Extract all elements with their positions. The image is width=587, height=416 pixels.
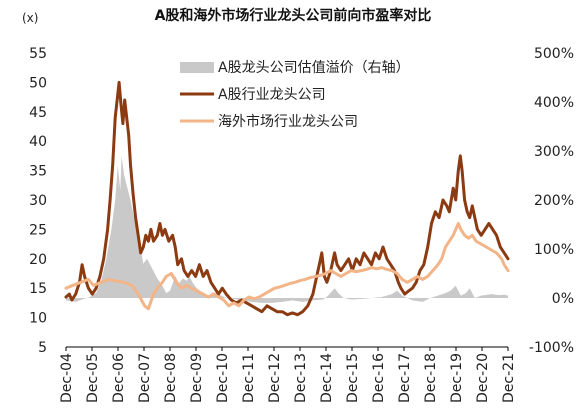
y-left-tick-label: 40 <box>29 134 47 150</box>
legend-label-premium: A股龙头公司估值溢价（右轴） <box>218 60 410 76</box>
y-right-tick-label: -100% <box>529 340 574 356</box>
x-tick-label: Dec-18 <box>423 353 439 403</box>
x-tick-label: Dec-13 <box>293 353 309 403</box>
y-left-tick-label: 25 <box>29 222 47 238</box>
y-right-tick-label: 500% <box>534 46 574 62</box>
x-tick-label: Dec-12 <box>267 353 283 403</box>
y-left-tick-label: 50 <box>29 75 47 91</box>
x-tick-label: Dec-09 <box>189 353 205 403</box>
legend-swatch-premium <box>180 62 214 73</box>
x-tick-label: Dec-06 <box>111 353 127 403</box>
y-left-tick-label: 30 <box>29 193 47 209</box>
x-tick-label: Dec-10 <box>215 353 231 403</box>
y-left-tick-label: 5 <box>38 340 47 356</box>
x-tick-label: Dec-21 <box>501 353 517 403</box>
y-right-tick-label: 300% <box>534 144 574 160</box>
x-tick-label: Dec-15 <box>345 353 361 403</box>
plot-area <box>64 80 510 317</box>
y-right-tick-label: 400% <box>534 95 574 111</box>
y-left-tick-label: 10 <box>29 311 47 327</box>
y-left-tick-label: 55 <box>29 46 47 62</box>
x-axis: Dec-04 Dec-05 Dec-06 Dec-07 Dec-08 Dec-09 Dec-… <box>59 346 517 403</box>
y-left-tick-label: 20 <box>29 252 47 268</box>
y-right-tick-label: 100% <box>534 242 574 258</box>
x-tick-label: Dec-19 <box>449 353 465 403</box>
x-tick-label: Dec-14 <box>319 353 335 403</box>
y-axis-right: -100% 0% 100% 200% 300% 400% 500% <box>529 46 574 356</box>
y-left-tick-label: 35 <box>29 164 47 180</box>
legend-label-overseas: 海外市场行业龙头公司 <box>218 113 358 130</box>
y-left-tick-label: 15 <box>29 281 47 297</box>
legend: A股龙头公司估值溢价（右轴） A股行业龙头公司 海外市场行业龙头公司 <box>180 60 410 130</box>
series-line-overseas <box>64 222 510 311</box>
x-tick-label: Dec-20 <box>475 353 491 403</box>
x-tick-label: Dec-05 <box>85 353 101 403</box>
x-tick-label: Dec-08 <box>163 353 179 403</box>
legend-label-a-share: A股行业龙头公司 <box>218 87 326 103</box>
x-tick-label: Dec-16 <box>371 353 387 403</box>
series-line-a-share <box>64 80 510 317</box>
chart-title: A股和海外市场行业龙头公司前向市盈率对比 <box>155 7 432 24</box>
y-right-tick-label: 200% <box>534 193 574 209</box>
y-left-tick-label: 45 <box>29 105 47 121</box>
series-area-premium <box>66 155 508 303</box>
y-right-tick-label: 0% <box>552 291 574 307</box>
y-axis-left: 5 10 15 20 25 30 35 40 45 50 55 <box>29 46 47 356</box>
x-tick-label: Dec-17 <box>397 353 413 403</box>
y-axis-unit: (x) <box>22 11 38 25</box>
x-tick-label: Dec-04 <box>59 353 75 403</box>
x-tick-label: Dec-07 <box>137 353 153 403</box>
x-tick-label: Dec-11 <box>241 353 257 403</box>
